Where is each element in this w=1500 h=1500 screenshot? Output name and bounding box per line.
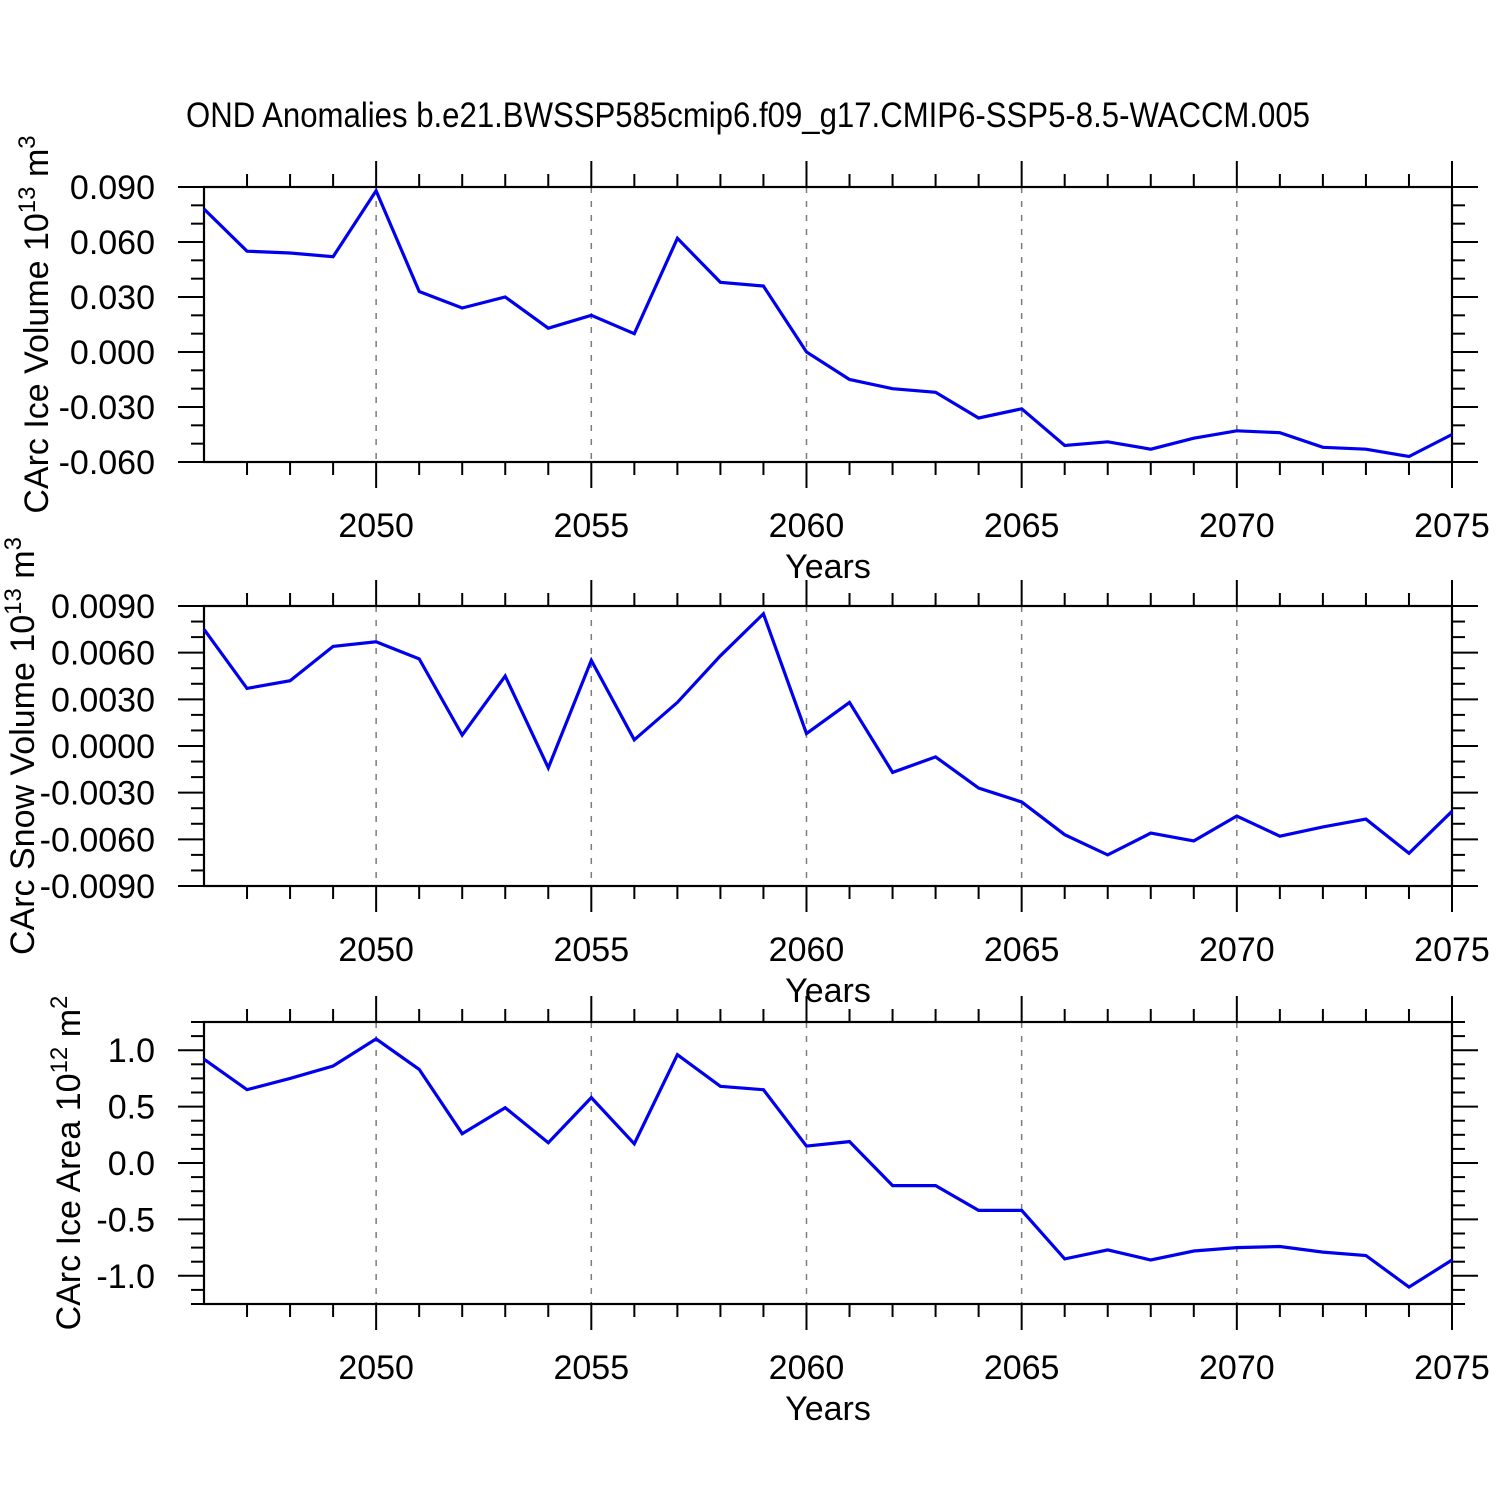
x-tick-label: 2070 [1199, 931, 1275, 969]
y-tick-label: -0.030 [59, 389, 155, 427]
x-tick-label: 2050 [338, 1349, 414, 1387]
y-tick-label: 1.0 [108, 1032, 155, 1070]
y-tick-label: 0.0 [108, 1145, 155, 1183]
panel-carc-snow-volume: 0.0090 0.0060 0.0030 0.0000 -0.0030 -0.0060 -0… [0, 537, 1490, 1010]
x-axis-label: Years [785, 972, 871, 1010]
y-tick-label: -0.0090 [40, 868, 155, 906]
axis-frame [202, 185, 1454, 464]
y-tick-label: 0.000 [70, 334, 155, 372]
y-tick-label: -1.0 [96, 1258, 155, 1296]
x-tick-label: 2055 [553, 1349, 629, 1387]
x-tick-label: 2050 [338, 931, 414, 969]
series-line-carc-snow-volume [202, 610, 1454, 857]
axis-frame [202, 1020, 1454, 1306]
y-axis-label: CArc Snow Volume 1013 m3 [0, 537, 42, 955]
y-tick-label: 0.0090 [51, 588, 155, 626]
y-tick-label: 0.030 [70, 279, 155, 317]
x-tick-label: 2075 [1414, 931, 1490, 969]
x-tick-label: 2065 [984, 931, 1060, 969]
y-tick-label: 0.0000 [51, 728, 155, 766]
x-tick-label: 2060 [769, 1349, 845, 1387]
x-tick-label: 2065 [984, 1349, 1060, 1387]
x-tick-label: 2075 [1414, 507, 1490, 545]
y-axis-label: CArc Ice Area 1012 m2 [46, 996, 88, 1331]
y-tick-label: -0.0060 [40, 821, 155, 859]
y-axis-label: CArc Ice Volume 1013 m3 [14, 135, 56, 513]
x-tick-label: 2055 [553, 931, 629, 969]
x-tick-label: 2075 [1414, 1349, 1490, 1387]
x-tick-label: 2050 [338, 507, 414, 545]
x-axis-label: Years [785, 1390, 871, 1428]
x-tick-label: 2065 [984, 507, 1060, 545]
panel-carc-ice-volume: 0.090 0.060 0.030 0.000 -0.030 -0.060 2050 2055… [14, 135, 1490, 586]
x-axis-label: Years [785, 548, 871, 586]
y-tick-label: -0.0030 [40, 775, 155, 813]
x-tick-label: 2070 [1199, 507, 1275, 545]
x-tick-label: 2055 [553, 507, 629, 545]
x-tick-label: 2070 [1199, 1349, 1275, 1387]
series-line-carc-ice-volume [202, 187, 1453, 459]
y-tick-label: 0.060 [70, 224, 155, 262]
y-tick-label: -0.060 [59, 444, 155, 482]
panel-carc-ice-area: 1.0 0.5 0.0 -0.5 -1.0 2050 2055 2060 2065 2070 207… [46, 996, 1490, 1428]
panels-group: 0.090 0.060 0.030 0.000 -0.030 -0.060 2050 2055… [0, 135, 1490, 1428]
y-tick-label: 0.5 [108, 1089, 155, 1127]
figure-title: OND Anomalies b.e21.BWSSP585cmip6.f09_g1… [186, 96, 1310, 135]
x-tick-label: 2060 [769, 931, 845, 969]
y-tick-label: 0.090 [70, 169, 155, 207]
y-tick-label: 0.0060 [51, 635, 155, 673]
x-tick-label: 2060 [769, 507, 845, 545]
y-tick-label: 0.0030 [51, 681, 155, 719]
series-line-carc-ice-area [203, 1036, 1453, 1290]
y-tick-label: -0.5 [96, 1201, 155, 1239]
